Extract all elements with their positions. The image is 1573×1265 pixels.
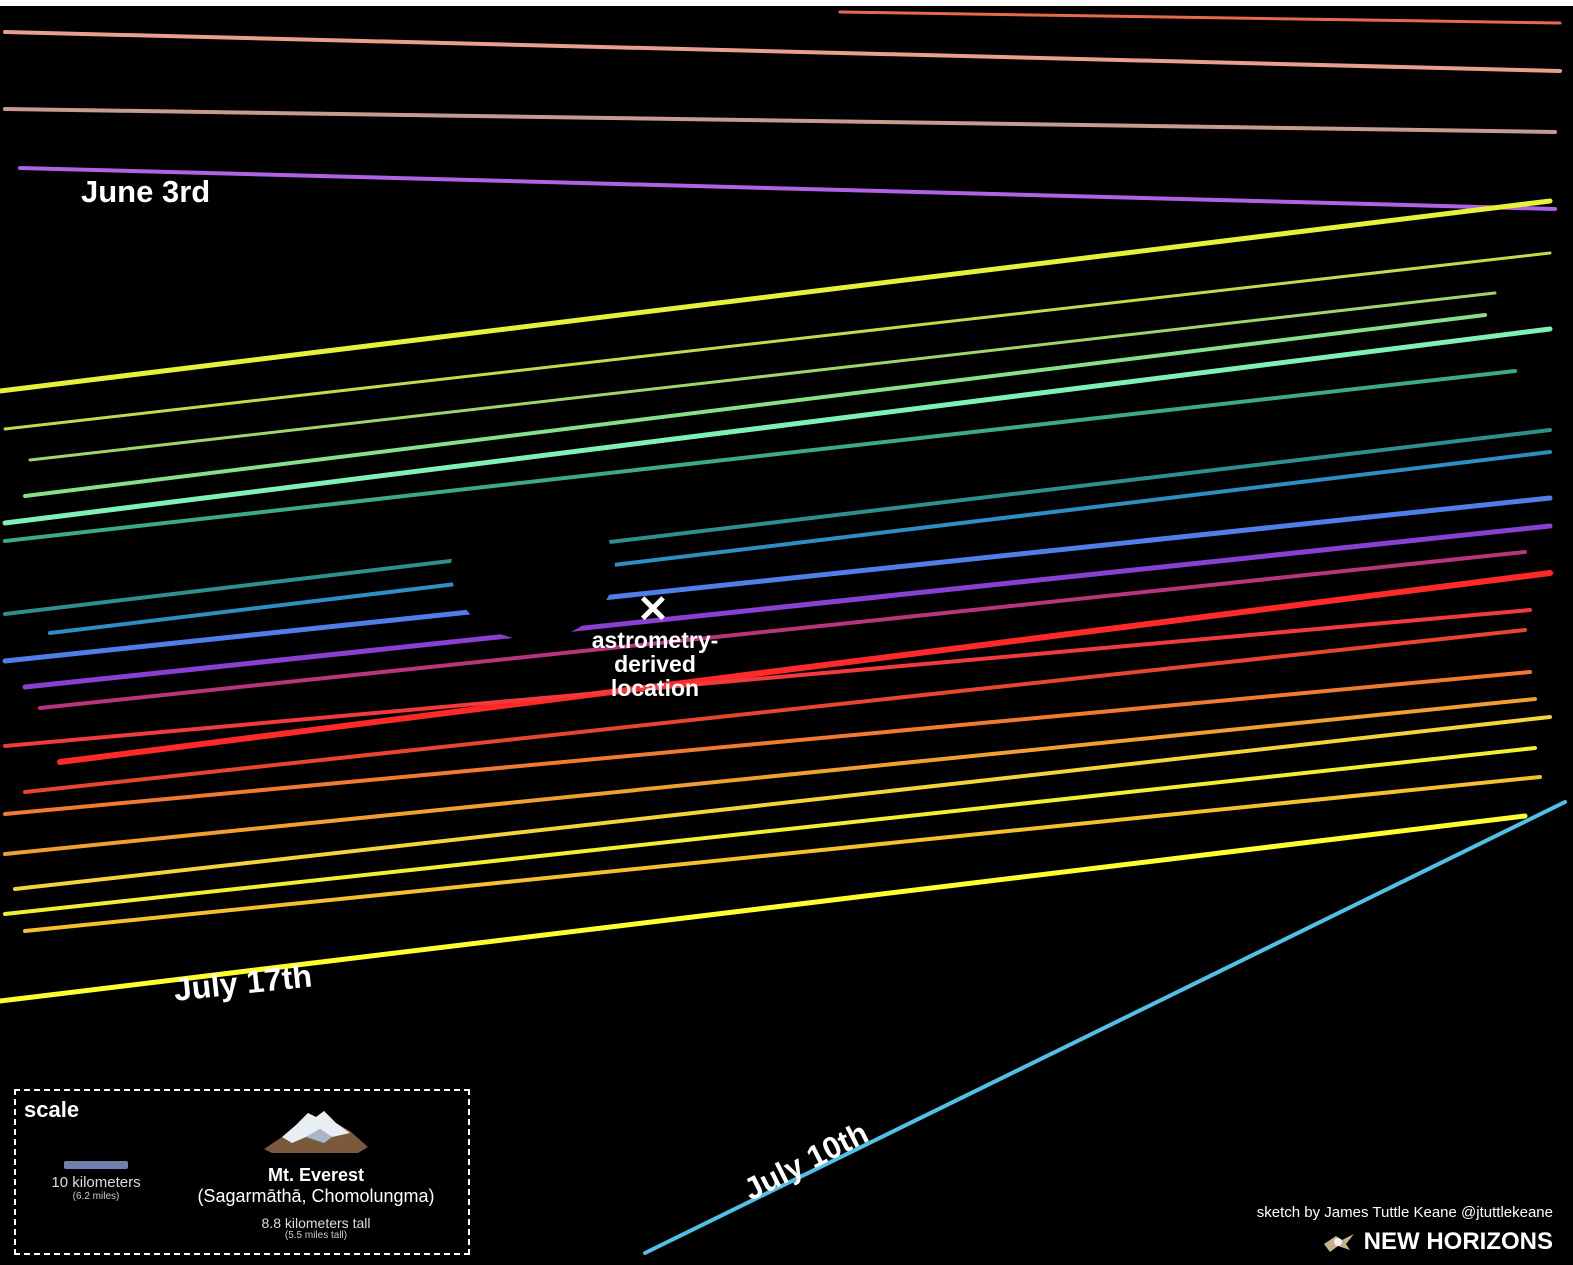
chord-line-4 [20, 168, 1555, 209]
chord-line-2 [5, 32, 1560, 71]
astrometry-label-line-1: astrometry- [560, 628, 750, 652]
chord-line-18 [25, 630, 1525, 792]
occultation-diagram: June 3rd July 17th July 10th ✕ astrometr… [0, 6, 1573, 1265]
mountain-icon [262, 1107, 370, 1155]
logo-text: NEW HORIZONS [1364, 1228, 1553, 1256]
object-shadow [451, 496, 615, 640]
distance-label: 10 kilometers [36, 1174, 156, 1191]
distance-alt-label: (6.2 miles) [36, 1191, 156, 1202]
scale-title: scale [24, 1097, 79, 1123]
occultation-chords [0, 6, 1573, 1265]
astrometry-label-line-2: derived [560, 652, 750, 676]
x-mark-icon: ✕ [637, 591, 669, 629]
new-horizons-logo: NEW HORIZONS [1322, 1228, 1553, 1256]
chord-line-1 [840, 12, 1560, 23]
mountain-height-alt: (5.5 miles tall) [216, 1230, 416, 1241]
scale-bar [64, 1161, 128, 1169]
june-3rd-label: June 3rd [81, 174, 210, 210]
chord-line-7 [30, 293, 1495, 460]
scale-legend: scale 10 kilometers (6.2 miles) Mt. Ever… [14, 1089, 470, 1255]
mountain-alt-names: (Sagarmāthā, Chomolungma) [176, 1186, 456, 1207]
astrometry-location-label: astrometry- derived location [560, 628, 750, 700]
spacecraft-icon [1322, 1230, 1356, 1254]
astrometry-label-line-3: location [560, 676, 750, 700]
chord-line-3 [5, 109, 1555, 132]
chord-line-9 [5, 329, 1550, 523]
chord-line-16 [60, 573, 1550, 762]
mountain-height: 8.8 kilometers tall [216, 1215, 416, 1231]
mountain-name: Mt. Everest [176, 1165, 456, 1186]
credit-line: sketch by James Tuttle Keane @jtuttlekea… [1257, 1204, 1553, 1221]
chord-line-5 [0, 201, 1550, 391]
chord-line-10 [5, 371, 1515, 541]
